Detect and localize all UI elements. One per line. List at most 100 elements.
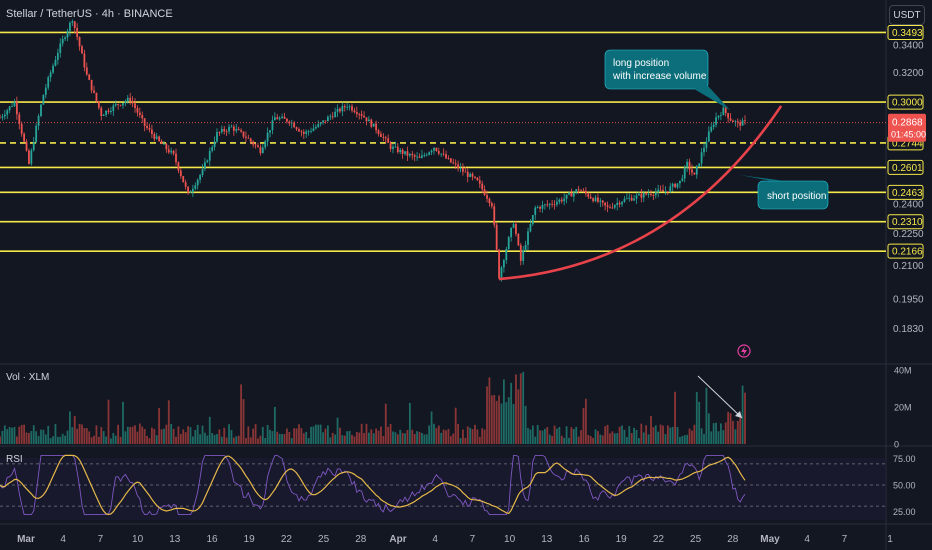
- candle-body: [324, 120, 327, 122]
- volume-bar: [331, 432, 334, 444]
- volume-bar: [710, 431, 713, 444]
- candle-body: [150, 129, 153, 134]
- volume-bar: [563, 437, 566, 444]
- time-tick-label: 22: [653, 534, 665, 545]
- currency-unit-button[interactable]: USDT: [889, 5, 925, 25]
- rsi-pane-title: RSI: [6, 454, 23, 465]
- candle-body: [122, 103, 124, 106]
- volume-bar: [647, 434, 650, 444]
- candle-body: [628, 197, 631, 199]
- volume-bar: [269, 429, 271, 444]
- volume-bar: [322, 432, 324, 444]
- candle-body: [81, 46, 83, 54]
- candle-body: [334, 111, 337, 118]
- candle-body: [707, 131, 710, 142]
- candle-body: [375, 123, 378, 131]
- candle-body: [13, 101, 16, 107]
- callout-pointer: [694, 86, 730, 110]
- candle-body: [112, 105, 115, 111]
- candle-body: [365, 117, 368, 122]
- volume-bar: [715, 422, 717, 444]
- level-label: 0.3000: [892, 98, 923, 109]
- volume-bar: [543, 428, 546, 444]
- volume-bar: [606, 424, 609, 444]
- candle-body: [404, 151, 406, 154]
- volume-bar: [449, 436, 452, 444]
- candle-body: [307, 131, 310, 132]
- candle-body: [355, 112, 358, 115]
- volume-bar: [20, 425, 23, 444]
- candle-body: [339, 108, 341, 112]
- candle-body: [273, 117, 276, 121]
- volume-bar: [355, 431, 358, 444]
- candle-body: [539, 207, 541, 209]
- volume-bar: [493, 394, 496, 444]
- time-tick-label: 25: [318, 534, 330, 545]
- candle-body: [8, 106, 11, 111]
- candle-body: [551, 203, 554, 205]
- candle-body: [107, 110, 110, 112]
- volume-bar: [37, 435, 40, 444]
- candle-body: [413, 155, 416, 157]
- volume-bar: [476, 429, 479, 444]
- volume-bar: [134, 425, 136, 444]
- candle-body: [459, 167, 462, 169]
- volume-bar: [505, 402, 508, 444]
- volume-bar: [35, 431, 38, 444]
- volume-bar: [206, 435, 209, 444]
- volume-bar: [83, 428, 86, 444]
- candle-body: [587, 193, 590, 197]
- volume-bar: [179, 434, 182, 444]
- level-label: 0.2744: [892, 138, 923, 149]
- candle-body: [669, 186, 672, 192]
- candle-body: [367, 119, 370, 122]
- candle-body: [606, 205, 609, 208]
- time-tick-label: 7: [98, 534, 104, 545]
- candle-body: [90, 79, 93, 91]
- candle-body: [481, 183, 484, 190]
- volume-bar: [652, 427, 655, 444]
- candle-body: [32, 142, 35, 151]
- time-tick-label: Apr: [389, 534, 406, 545]
- volume-bar: [175, 436, 177, 444]
- candle-body: [93, 90, 95, 93]
- volume-bar: [324, 428, 327, 444]
- candle-body: [623, 198, 626, 202]
- volume-bar: [295, 428, 298, 444]
- volume-bar: [486, 386, 488, 444]
- volume-bar: [717, 431, 720, 444]
- candle-body: [498, 249, 500, 279]
- candle-body: [54, 59, 57, 66]
- volume-bar: [411, 429, 414, 444]
- candle-body: [387, 138, 390, 143]
- volume-bar: [621, 425, 623, 444]
- candle-body: [657, 189, 660, 193]
- long-position-callout: [604, 49, 709, 90]
- volume-bar: [61, 433, 64, 444]
- volume-bar: [425, 434, 428, 444]
- volume-bar: [249, 437, 252, 444]
- volume-bar: [365, 423, 368, 444]
- candle-body: [616, 202, 619, 206]
- volume-bar: [594, 429, 597, 444]
- volume-bar: [481, 428, 484, 444]
- volume-bar: [517, 389, 520, 444]
- candle-body: [691, 169, 693, 173]
- volume-bar: [556, 428, 558, 444]
- volume-bar: [739, 415, 742, 444]
- volume-bar: [618, 426, 621, 444]
- level-label: 0.2601: [892, 163, 923, 174]
- candle-body: [372, 123, 375, 127]
- price-tick-label: 0.2400: [893, 200, 924, 211]
- candle-body: [271, 120, 274, 131]
- candle-body: [223, 128, 226, 132]
- volume-bar: [691, 430, 693, 444]
- volume-bar: [170, 423, 173, 444]
- candle-body: [240, 130, 243, 132]
- volume-bar: [136, 431, 139, 444]
- candle-body: [358, 114, 361, 115]
- candle-body: [633, 198, 635, 201]
- time-tick-label: 13: [541, 534, 553, 545]
- volume-bar: [1, 430, 4, 444]
